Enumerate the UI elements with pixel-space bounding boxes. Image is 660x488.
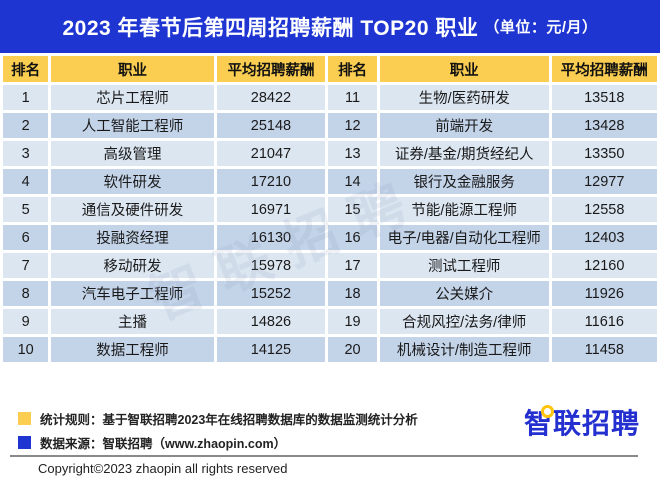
job-cell: 节能/能源工程师 [379, 197, 549, 222]
rank-cell: 5 [3, 197, 49, 222]
salary-cell: 11616 [551, 309, 657, 334]
table-row: 1 芯片工程师 28422 11 生物/医药研发 13518 [3, 85, 657, 110]
job-cell: 证券/基金/期货经纪人 [379, 141, 549, 166]
rank-cell: 20 [328, 337, 377, 362]
job-cell: 银行及金融服务 [379, 169, 549, 194]
salary-cell: 13428 [551, 113, 657, 138]
salary-cell: 15252 [216, 281, 326, 306]
copyright-text: Copyright©2023 zhaopin all rights reserv… [38, 461, 288, 476]
rank-cell: 10 [3, 337, 49, 362]
salary-cell: 12160 [551, 253, 657, 278]
zhaopin-logo: 智联招聘 [524, 404, 640, 444]
yellow-square-icon [18, 412, 31, 425]
job-cell: 软件研发 [51, 169, 214, 194]
rank-cell: 9 [3, 309, 49, 334]
table-row: 8 汽车电子工程师 15252 18 公关媒介 11926 [3, 281, 657, 306]
salary-cell: 14826 [216, 309, 326, 334]
salary-cell: 12977 [551, 169, 657, 194]
job-header: 职业 [51, 56, 214, 82]
rank-header: 排名 [3, 56, 49, 82]
blue-square-icon [18, 436, 31, 449]
title-unit: （单位：元/月） [484, 19, 598, 36]
rank-cell: 12 [328, 113, 377, 138]
data-source-line: 数据来源：智联招聘（www.zhaopin.com） [18, 433, 418, 452]
table-row: 6 投融资经理 16130 16 电子/电器/自动化工程师 12403 [3, 225, 657, 250]
job-cell: 电子/电器/自动化工程师 [379, 225, 549, 250]
rank-cell: 6 [3, 225, 49, 250]
job-cell: 机械设计/制造工程师 [379, 337, 549, 362]
salary-table: 排名 职业 平均招聘薪酬 排名 职业 平均招聘薪酬 1 芯片工程师 28422 … [0, 53, 660, 365]
job-cell: 数据工程师 [51, 337, 214, 362]
salary-cell: 16971 [216, 197, 326, 222]
table-row: 9 主播 14826 19 合规风控/法务/律师 11616 [3, 309, 657, 334]
stat-rule-line: 统计规则：基于智联招聘2023年在线招聘数据库的数据监测统计分析 [18, 409, 418, 428]
job-header: 职业 [379, 56, 549, 82]
salary-cell: 21047 [216, 141, 326, 166]
salary-cell: 11926 [551, 281, 657, 306]
job-cell: 测试工程师 [379, 253, 549, 278]
job-cell: 公关媒介 [379, 281, 549, 306]
stat-rule-note: 统计规则：基于智联招聘2023年在线招聘数据库的数据监测统计分析 [40, 413, 418, 427]
job-cell: 主播 [51, 309, 214, 334]
rank-cell: 17 [328, 253, 377, 278]
rank-cell: 8 [3, 281, 49, 306]
page-title: 2023 年春节后第四周招聘薪酬 TOP20 职业 [62, 16, 479, 40]
job-cell: 芯片工程师 [51, 85, 214, 110]
rank-cell: 13 [328, 141, 377, 166]
salary-cell: 14125 [216, 337, 326, 362]
salary-cell: 11458 [551, 337, 657, 362]
rank-cell: 19 [328, 309, 377, 334]
salary-cell: 12558 [551, 197, 657, 222]
rank-cell: 7 [3, 253, 49, 278]
footnotes: 统计规则：基于智联招聘2023年在线招聘数据库的数据监测统计分析 数据来源：智联… [18, 409, 418, 457]
rank-cell: 16 [328, 225, 377, 250]
salary-cell: 16130 [216, 225, 326, 250]
table-header-row: 排名 职业 平均招聘薪酬 排名 职业 平均招聘薪酬 [3, 56, 657, 82]
job-cell: 移动研发 [51, 253, 214, 278]
salary-header: 平均招聘薪酬 [551, 56, 657, 82]
salary-cell: 28422 [216, 85, 326, 110]
salary-cell: 15978 [216, 253, 326, 278]
salary-cell: 12403 [551, 225, 657, 250]
data-source-note: 数据来源：智联招聘（www.zhaopin.com） [40, 437, 287, 451]
salary-cell: 13518 [551, 85, 657, 110]
table-row: 2 人工智能工程师 25148 12 前端开发 13428 [3, 113, 657, 138]
job-cell: 投融资经理 [51, 225, 214, 250]
rank-cell: 14 [328, 169, 377, 194]
rank-cell: 18 [328, 281, 377, 306]
table-row: 10 数据工程师 14125 20 机械设计/制造工程师 11458 [3, 337, 657, 362]
job-cell: 高级管理 [51, 141, 214, 166]
table-row: 7 移动研发 15978 17 测试工程师 12160 [3, 253, 657, 278]
salary-cell: 25148 [216, 113, 326, 138]
rank-cell: 2 [3, 113, 49, 138]
salary-cell: 17210 [216, 169, 326, 194]
job-cell: 通信及硬件研发 [51, 197, 214, 222]
logo-ring-icon [540, 405, 554, 418]
rank-cell: 15 [328, 197, 377, 222]
rank-cell: 3 [3, 141, 49, 166]
job-cell: 合规风控/法务/律师 [379, 309, 549, 334]
rank-cell: 11 [328, 85, 377, 110]
rank-header: 排名 [328, 56, 377, 82]
title-bar: 2023 年春节后第四周招聘薪酬 TOP20 职业 （单位：元/月） [0, 0, 660, 53]
table-row: 4 软件研发 17210 14 银行及金融服务 12977 [3, 169, 657, 194]
rank-cell: 1 [3, 85, 49, 110]
job-cell: 生物/医药研发 [379, 85, 549, 110]
table-row: 3 高级管理 21047 13 证券/基金/期货经纪人 13350 [3, 141, 657, 166]
job-cell: 前端开发 [379, 113, 549, 138]
rank-cell: 4 [3, 169, 49, 194]
salary-header: 平均招聘薪酬 [216, 56, 326, 82]
salary-cell: 13350 [551, 141, 657, 166]
job-cell: 汽车电子工程师 [51, 281, 214, 306]
footer-divider [10, 455, 638, 457]
table-row: 5 通信及硬件研发 16971 15 节能/能源工程师 12558 [3, 197, 657, 222]
job-cell: 人工智能工程师 [51, 113, 214, 138]
